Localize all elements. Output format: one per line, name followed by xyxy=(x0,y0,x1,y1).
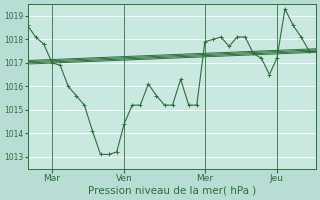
X-axis label: Pression niveau de la mer( hPa ): Pression niveau de la mer( hPa ) xyxy=(88,186,256,196)
